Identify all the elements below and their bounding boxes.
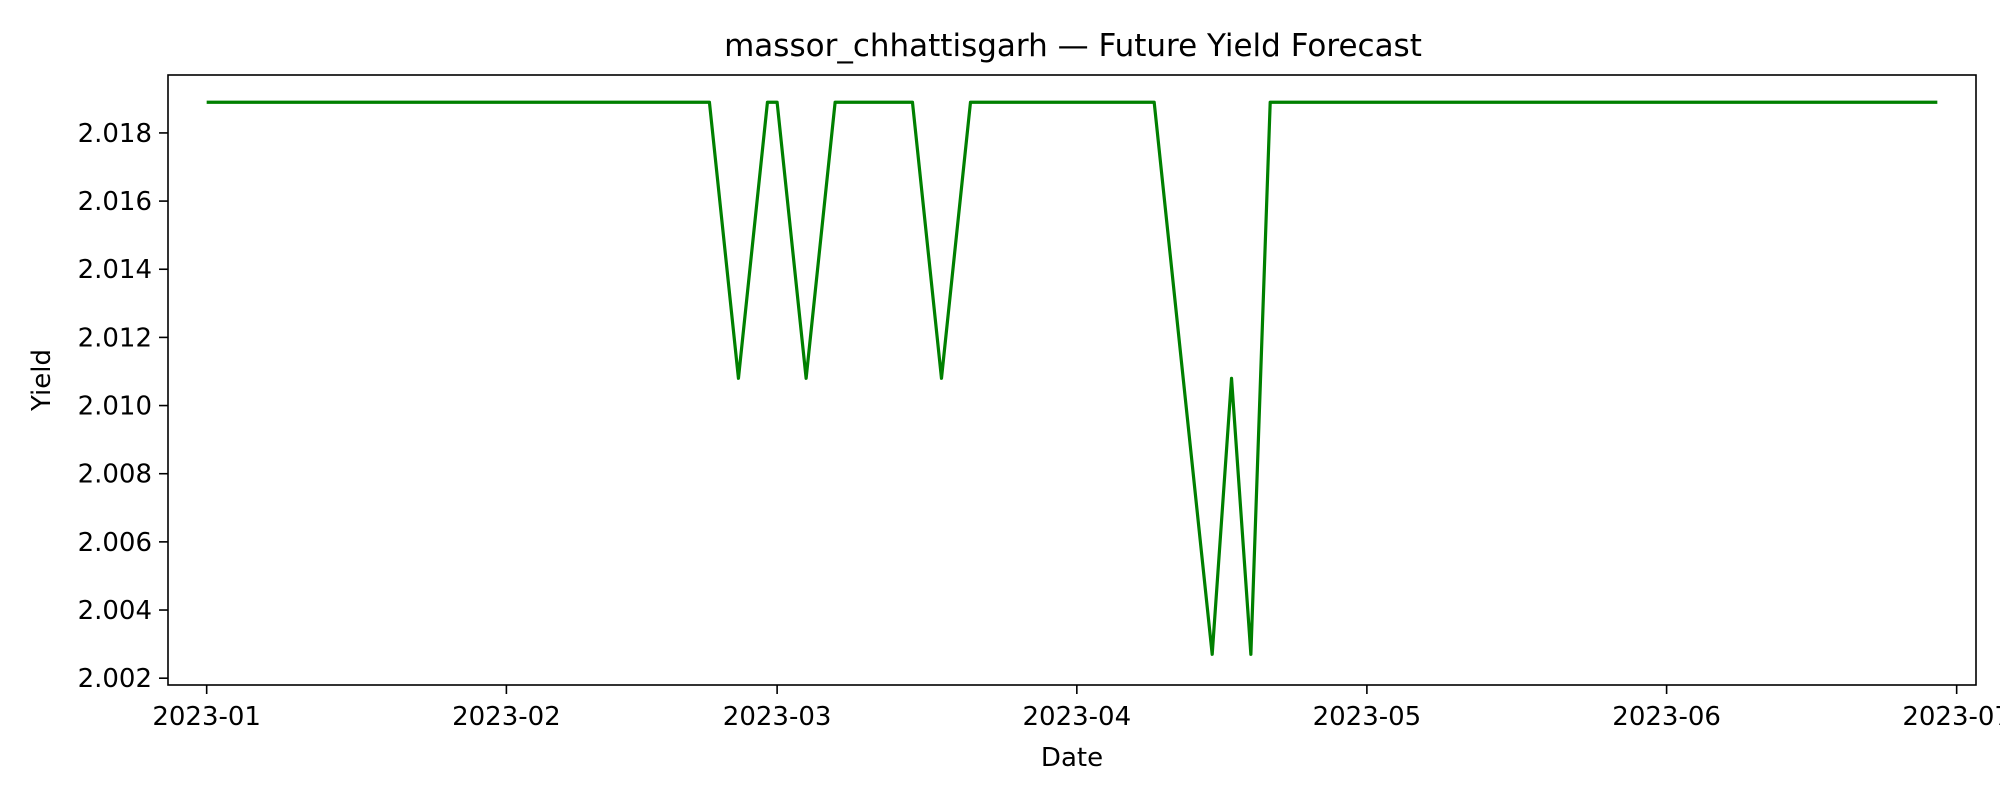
x-tick-label: 2023-04 xyxy=(1023,702,1132,732)
x-tick-label: 2023-06 xyxy=(1612,702,1721,732)
y-tick-label: 2.014 xyxy=(78,255,152,285)
forecast-line xyxy=(206,100,1938,656)
plot-area xyxy=(167,74,1977,686)
y-tick-label: 2.008 xyxy=(78,460,152,490)
x-axis: 2023-01 2023-02 2023-03 2023-04 2023-05 2023-… xyxy=(152,685,2000,732)
y-tick-label: 2.004 xyxy=(78,596,152,626)
y-axis: 2.002 2.004 2.006 2.008 2.010 2.012 2.014 2.016… xyxy=(78,119,168,694)
y-tick-label: 2.016 xyxy=(78,187,152,217)
y-tick-label: 2.012 xyxy=(78,323,152,353)
y-axis-label: Yield xyxy=(27,349,57,412)
y-tick-label: 2.018 xyxy=(78,119,152,149)
chart-title: massor_chhattisgarh — Future Yield Forec… xyxy=(724,28,1422,64)
y-tick-label: 2.010 xyxy=(78,392,152,422)
x-tick-label: 2023-02 xyxy=(452,702,561,732)
x-tick-label: 2023-01 xyxy=(152,702,261,732)
x-tick-label: 2023-03 xyxy=(723,702,832,732)
x-tick-label: 2023-05 xyxy=(1313,702,1422,732)
x-tick-label: 2023-07 xyxy=(1902,702,2000,732)
y-tick-label: 2.006 xyxy=(78,528,152,558)
y-tick-label: 2.002 xyxy=(78,664,152,694)
x-axis-label: Date xyxy=(1041,743,1103,773)
